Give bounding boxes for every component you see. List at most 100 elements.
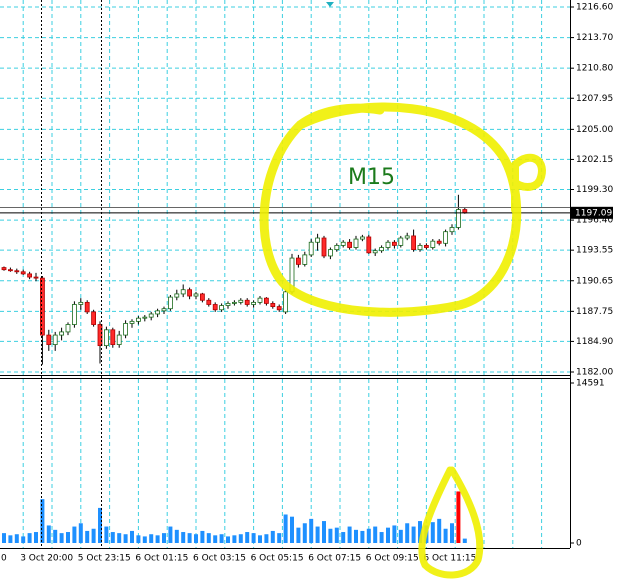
candle-body (104, 329, 109, 347)
candle-body (174, 293, 180, 298)
candle-body (257, 297, 263, 303)
candle-body (97, 324, 103, 347)
last-price-box (571, 206, 613, 219)
candle-body (84, 301, 90, 313)
candle-body (315, 237, 321, 243)
candle-body (59, 331, 64, 336)
candle-body (423, 245, 429, 248)
volume-bar (334, 527, 339, 543)
candle-body (417, 245, 423, 251)
volume-bar (104, 526, 109, 543)
volume-bar (379, 532, 384, 543)
volume-bar (187, 533, 192, 543)
highlight-circle (259, 102, 522, 317)
candle-body (404, 235, 410, 239)
candle-body (430, 240, 436, 248)
candle-body (270, 303, 276, 307)
candle-body (263, 297, 269, 304)
volume-bar (14, 534, 19, 543)
volume-bar (251, 533, 256, 543)
candle-body (167, 296, 173, 310)
volume-bar (302, 523, 307, 543)
y-tick-label: 1207.95 (576, 94, 613, 104)
y-tick-label: 1193.55 (576, 246, 613, 256)
candle-body (161, 308, 167, 312)
volume-bar (232, 535, 237, 543)
candle-body (219, 305, 225, 311)
volume-bar (418, 521, 422, 543)
volume-bar (123, 534, 128, 543)
candle-body (129, 320, 135, 324)
volume-bar (40, 499, 45, 543)
y-tick-label: 1213.70 (576, 33, 613, 43)
candle-body (276, 306, 282, 311)
volume-bar (328, 528, 333, 543)
candle-body (340, 241, 346, 246)
y-tick-label: 1210.80 (576, 64, 613, 74)
candle-body (46, 334, 52, 345)
y-tick-label: 1184.90 (576, 337, 613, 347)
volume-bar (456, 491, 461, 543)
volume-bar (360, 530, 365, 543)
chart-layer: 1182.00 1184.90 1187.75 1190.65 1193.55 1196.… (0, 0, 613, 564)
candle-body (27, 273, 33, 278)
candle-body (379, 247, 385, 252)
candle-body (65, 324, 71, 333)
volume-bar (258, 535, 262, 543)
y-tick-label: 1182.00 (576, 368, 613, 378)
volume-bar (194, 534, 198, 543)
volume-bar (322, 521, 326, 543)
volume-bar (174, 529, 179, 543)
volume-bar (78, 523, 83, 543)
volume-bar (219, 534, 224, 543)
volume-bar (21, 536, 26, 543)
volume-bar (264, 534, 269, 543)
candle-body (155, 310, 161, 315)
candle-body (123, 323, 128, 336)
volume-bar (85, 530, 90, 543)
candle-body (244, 299, 250, 305)
candle-body (391, 241, 397, 246)
volume-bar (366, 528, 371, 543)
candle-body (199, 293, 205, 301)
last-price-label: 1197.09 (575, 208, 612, 218)
candle-body (110, 329, 116, 345)
volume-bar (238, 534, 243, 543)
volume-bar (136, 535, 141, 543)
y-tick-label: 1196.40 (576, 216, 613, 226)
candle-body (353, 238, 359, 248)
y-tick-label: 1190.65 (576, 276, 613, 286)
volume-bar (443, 528, 448, 543)
x-tick-label: 0 (1, 554, 7, 564)
candle-body (347, 241, 353, 248)
volume-bar (226, 536, 230, 543)
marker (326, 2, 334, 7)
candle-body (295, 257, 301, 265)
x-tick-label: 6 Oct 09:15 (366, 554, 419, 564)
volume-bar (437, 518, 442, 543)
volume-bar (142, 536, 147, 543)
hand-annotations (259, 102, 546, 579)
volume-bar (8, 535, 13, 543)
volume-bar (155, 535, 160, 543)
x-tick-label: 6 Oct 07:15 (308, 554, 361, 564)
volume-bar (386, 527, 390, 543)
volume-bar (354, 529, 358, 543)
volume-bar (46, 525, 51, 543)
candle-body (225, 303, 231, 306)
volume-bar (98, 507, 102, 543)
candle-body (398, 237, 404, 246)
volume-bar (405, 523, 410, 543)
volume-bar (270, 530, 275, 543)
x-tick-label: 5 Oct 23:15 (78, 554, 131, 564)
volume-bar (398, 529, 403, 543)
volume-bar (373, 526, 378, 543)
candle-body (72, 304, 77, 325)
candle-body (359, 236, 365, 240)
x-tick-label: 6 Oct 03:15 (193, 554, 246, 564)
candle-body (206, 299, 212, 305)
x-tick-label: 3 Oct 20:00 (20, 554, 73, 564)
candle-body (411, 235, 417, 251)
volume-bar (59, 533, 64, 543)
